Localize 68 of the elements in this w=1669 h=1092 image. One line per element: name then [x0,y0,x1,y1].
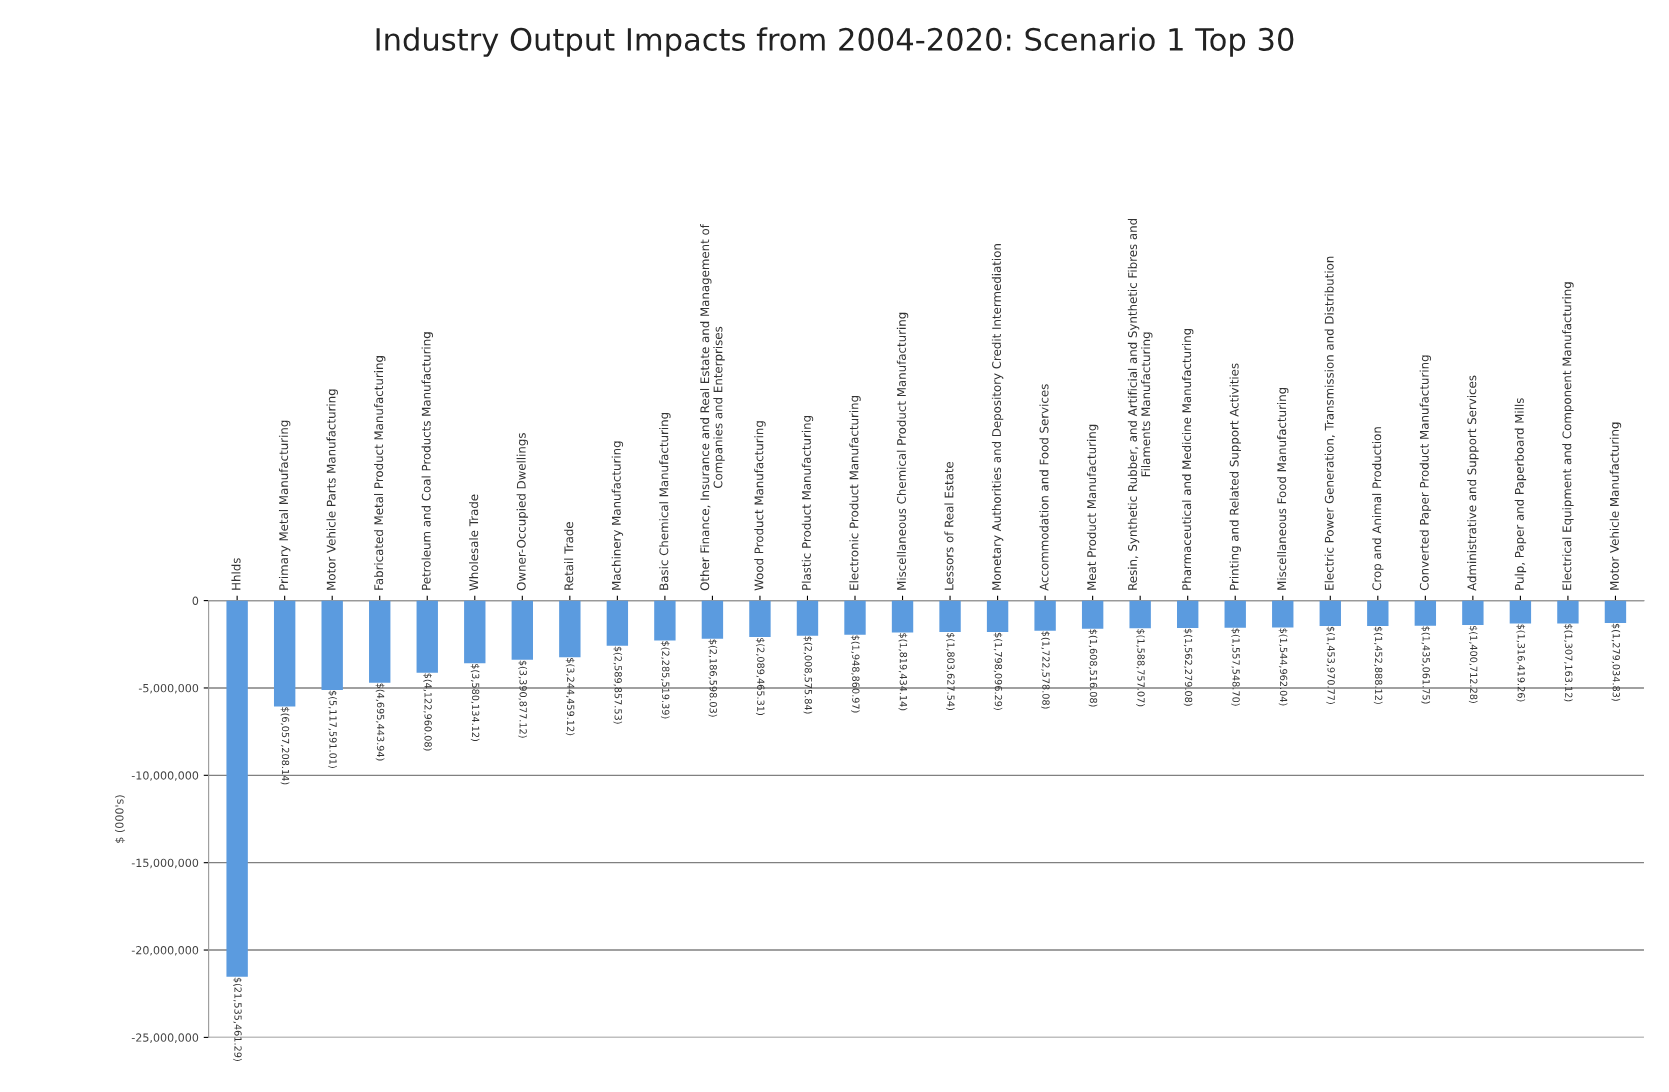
x-tick-label: Lessors of Real Estate [944,461,954,590]
data-label: $(1,544,962.04) [1278,628,1288,706]
data-label: $(1,803,627.54) [945,632,955,710]
x-tick-label: Accommodation and Food Services [1039,384,1049,591]
data-label: $(1,798,096.29) [993,632,1003,710]
data-label: $(3,580,134.12) [470,663,480,742]
y-tick-label: -5,000,000 [138,683,199,694]
data-label: $(2,589,857.53) [613,646,623,724]
x-tick-label: Resin, Synthetic Rubber, and Artificial and Synthetic Fibres and Filaments Manufacturing [1127,218,1153,590]
data-label: $(1,608,516.08) [1088,629,1098,707]
data-label: $(1,453,970.77) [1326,626,1335,704]
x-tick-label: Petroleum and Coal Products Manufacturing [421,332,433,590]
data-label: $(1,435,061.75) [1421,626,1431,704]
x-tick-label: Miscellaneous Food Manufacturing [1277,387,1289,590]
x-tick-label: Meat Product Manufacturing [1086,424,1099,590]
x-tick-label: Basic Chemical Manufacturing [659,412,671,590]
x-tick-label: Hhlds [231,558,241,590]
data-label: $(3,390,877.12) [518,660,528,738]
x-tick-label: Other Finance, Insurance and Real Estate and Management of Companies and Enterprises [700,223,725,591]
data-label: $(1,557,548.70) [1231,628,1240,706]
data-label: $(3,244,459.12) [565,658,575,736]
data-label: $(1,562,279.08) [1183,628,1193,706]
data-label: $(1,400,712.28) [1468,625,1478,703]
data-label: $(1,279,034.83) [1611,623,1621,701]
x-tick-label: Printing and Related Support Activities [1229,363,1241,590]
x-tick-label: Retail Trade [564,522,574,590]
data-label: $(4,122,960.08) [423,673,432,751]
data-label: $(1,316,419.26) [1516,624,1526,702]
data-label: $(1,588,757.07) [1136,629,1145,707]
x-tick-label: Pulp, Paper and Paperboard Mills [1514,398,1527,590]
data-label: $(5,117,591.01) [328,690,337,768]
x-tick-label: Wholesale Trade [469,494,479,591]
data-label: $(2,186,598.03) [708,639,718,717]
x-tick-label: Miscellaneous Chemical Product Manufacturing [896,312,909,590]
data-label: $(4,695,443.94) [375,683,385,761]
y-tick-label: -10,000,000 [131,771,199,781]
x-tick-label: Motor Vehicle Manufacturing [1609,422,1622,590]
x-tick-label: Monetary Authorities and Depository Credit Intermediation [991,244,1004,590]
data-label: $(1,307,163.12) [1563,624,1573,702]
chart-title: Industry Output Impacts from 2004-2020: Scenario 1 Top 30 [376,27,1294,57]
y-tick-label: -15,000,000 [131,858,199,869]
y-tick-label: -20,000,000 [131,946,199,956]
x-tick-label: Motor Vehicle Parts Manufacturing [326,389,338,590]
data-label: $(6,057,208.14) [280,707,290,785]
data-label: $(2,008,575.84) [803,636,813,714]
y-tick-label: 0 [192,596,199,605]
y-tick-label: -25,000,000 [131,1033,199,1043]
x-tick-label: Owner-Occupied Dwellings [516,433,529,591]
data-label: $(1,819,434.14) [898,633,908,711]
data-label: $(1,452,888.12) [1373,626,1383,704]
x-tick-label: Administrative and Support Services [1467,375,1479,591]
x-tick-label: Pharmaceutical and Medicine Manufacturing [1181,328,1194,590]
data-label: $(1,722,578.08) [1041,631,1050,709]
y-axis-title: $ (000's) [114,795,126,843]
x-tick-label: Plastic Product Manufacturing [801,415,814,590]
data-label: $(2,089,465.31) [755,637,765,715]
x-tick-label: Machinery Manufacturing [611,441,624,590]
x-tick-label: Wood Product Manufacturing [754,421,766,591]
x-tick-label: Electronic Product Manufacturing [849,395,861,590]
x-tick-label: Crop and Animal Production [1372,427,1384,591]
x-tick-label: Electrical Equipment and Component Manufacturing [1562,282,1574,590]
x-tick-label: Fabricated Metal Product Manufacturing [374,356,386,590]
data-label: $(1,948,860.97) [850,635,860,713]
x-tick-label: Primary Metal Manufacturing [278,420,291,590]
data-label: $(2,285,519.39) [660,641,670,719]
x-tick-label: Converted Paper Product Manufacturing [1419,355,1432,591]
data-label: $(21,535,461.29) [233,977,242,1061]
x-tick-label: Electric Power Generation, Transmission and Distribution [1324,256,1335,590]
